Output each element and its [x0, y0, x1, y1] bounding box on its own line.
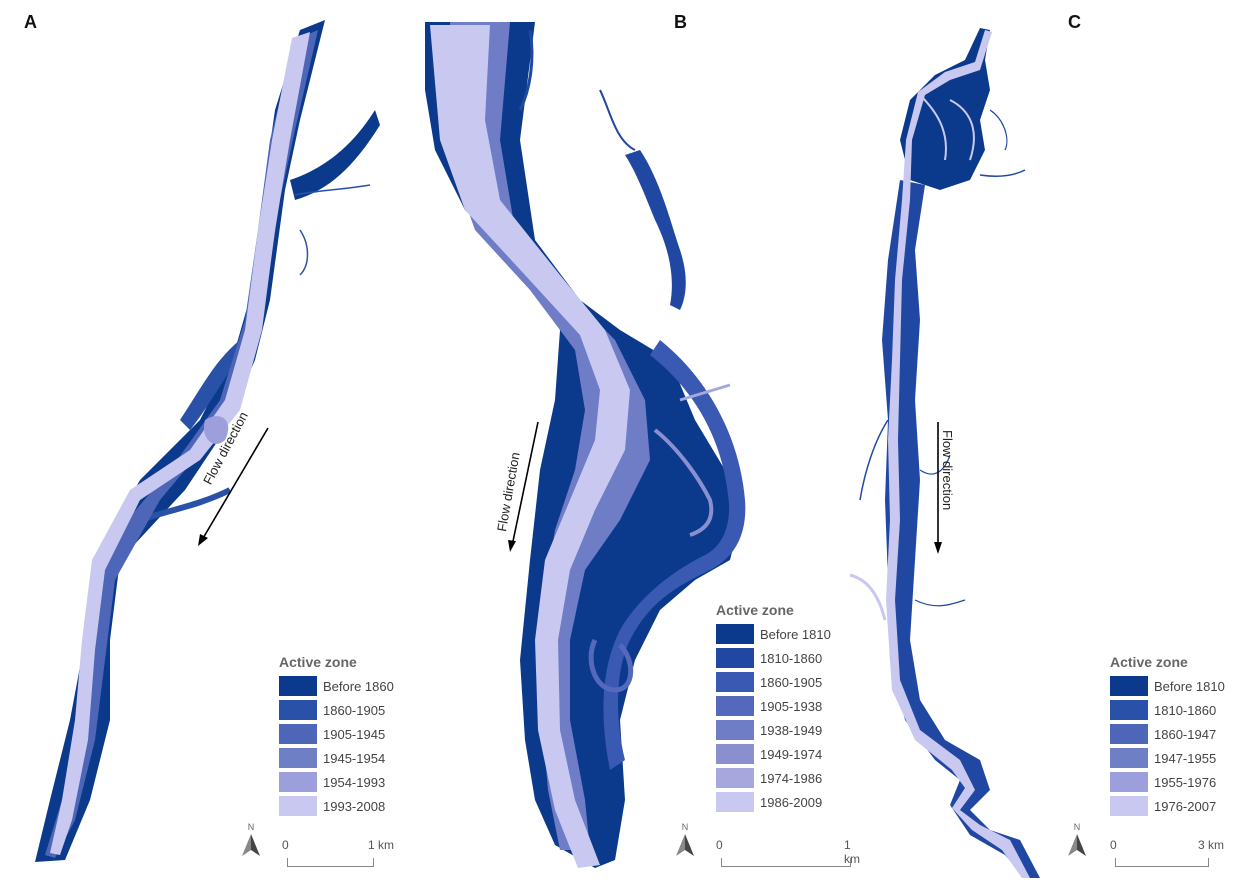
meander-loop — [603, 340, 746, 770]
active-zone-before-1860 — [35, 20, 325, 862]
legend-item: Before 1810 — [1110, 674, 1225, 698]
legend-swatch — [1110, 700, 1148, 720]
active-zone-1986-2009 — [430, 25, 630, 868]
legend-swatch — [716, 744, 754, 764]
side-channel — [599, 89, 636, 151]
active-zone-1993-2008 — [50, 32, 310, 855]
flow-direction-arrow — [934, 422, 942, 554]
side-channel — [290, 110, 380, 200]
river-map-b — [425, 22, 746, 868]
side-channel — [989, 109, 1008, 151]
legend-swatch — [279, 772, 317, 792]
legend-swatch — [279, 748, 317, 768]
legend-title: Active zone — [279, 654, 357, 670]
legend-swatch — [716, 696, 754, 716]
north-arrow: N — [240, 822, 262, 860]
river-island — [204, 416, 229, 444]
legend-item: 1949-1974 — [716, 742, 831, 766]
legend-swatch — [716, 792, 754, 812]
legend-a: Active zone Before 1860 1860-1905 1905-1… — [279, 654, 394, 818]
legend-swatch — [1110, 676, 1148, 696]
north-arrow: N — [674, 822, 696, 860]
panel-letter: C — [1068, 12, 1081, 32]
legend-c: Active zone Before 1810 1810-1860 1860-1… — [1110, 654, 1225, 818]
panel-b: B Flow direction Active zone Before 1810… — [410, 0, 860, 883]
river-map-a — [35, 20, 380, 862]
legend-item: 1860-1947 — [1110, 722, 1225, 746]
meander-loop-inner — [653, 428, 714, 537]
legend-item: 1810-1860 — [716, 646, 831, 670]
panel-letter: B — [674, 12, 687, 32]
legend-title: Active zone — [1110, 654, 1188, 670]
legend-swatch — [1110, 796, 1148, 816]
flow-direction-arrow — [508, 421, 539, 552]
legend-item: Before 1810 — [716, 622, 831, 646]
active-zone-1810-1947 — [882, 180, 1040, 878]
legend-item: 1955-1976 — [1110, 770, 1225, 794]
scale-bar: 0 1 km — [716, 838, 860, 867]
connector — [679, 383, 731, 402]
legend-swatch — [1110, 772, 1148, 792]
legend-item: 1954-1993 — [279, 770, 394, 794]
legend-swatch — [1110, 748, 1148, 768]
legend-item: 1947-1955 — [1110, 746, 1225, 770]
side-channel — [979, 169, 1026, 177]
legend-swatch — [716, 672, 754, 692]
scale-bar: 0 1 km — [282, 838, 402, 868]
legend-item: 1976-2007 — [1110, 794, 1225, 818]
side-channel — [294, 184, 371, 196]
side-channel — [180, 340, 245, 430]
oxbow — [588, 638, 634, 693]
scale-bar: 0 3 km — [1110, 838, 1235, 868]
panel-c: C Flow direction Active zone Before 1810… — [840, 0, 1240, 883]
legend-item: 1860-1905 — [279, 698, 394, 722]
legend-item: 1860-1905 — [716, 670, 831, 694]
north-arrow-icon — [242, 834, 260, 856]
legend-item: 1993-2008 — [279, 794, 394, 818]
legend-swatch — [279, 796, 317, 816]
legend-item: Before 1860 — [279, 674, 394, 698]
north-arrow: N — [1066, 822, 1088, 860]
legend-swatch — [1110, 724, 1148, 744]
flow-direction-arrow — [198, 427, 269, 546]
legend-item: 1810-1860 — [1110, 698, 1225, 722]
river-map-c — [849, 28, 1040, 878]
legend-b: Active zone Before 1810 1810-1860 1860-1… — [716, 602, 831, 814]
side-channel — [859, 419, 889, 501]
side-channel — [949, 99, 975, 161]
backwater — [849, 573, 887, 621]
panel-a: A Flow direction Active zone Before 1860… — [0, 0, 410, 883]
legend-swatch — [716, 648, 754, 668]
legend-item: 1945-1954 — [279, 746, 394, 770]
north-arrow-icon — [1068, 834, 1086, 856]
legend-swatch — [279, 724, 317, 744]
side-channel — [299, 229, 309, 276]
legend-item: 1938-1949 — [716, 718, 831, 742]
legend-swatch — [716, 624, 754, 644]
legend-item: 1986-2009 — [716, 790, 831, 814]
legend-title: Active zone — [716, 602, 794, 618]
legend-item: 1905-1938 — [716, 694, 831, 718]
legend-swatch — [279, 676, 317, 696]
legend-item: 1974-1986 — [716, 766, 831, 790]
panel-letter: A — [24, 12, 37, 32]
legend-swatch — [716, 720, 754, 740]
legend-swatch — [279, 700, 317, 720]
side-channel — [625, 150, 686, 310]
legend-swatch — [716, 768, 754, 788]
side-channel — [518, 29, 534, 111]
side-channel — [919, 94, 947, 161]
side-channel — [914, 599, 966, 607]
legend-item: 1905-1945 — [279, 722, 394, 746]
north-arrow-icon — [676, 834, 694, 856]
